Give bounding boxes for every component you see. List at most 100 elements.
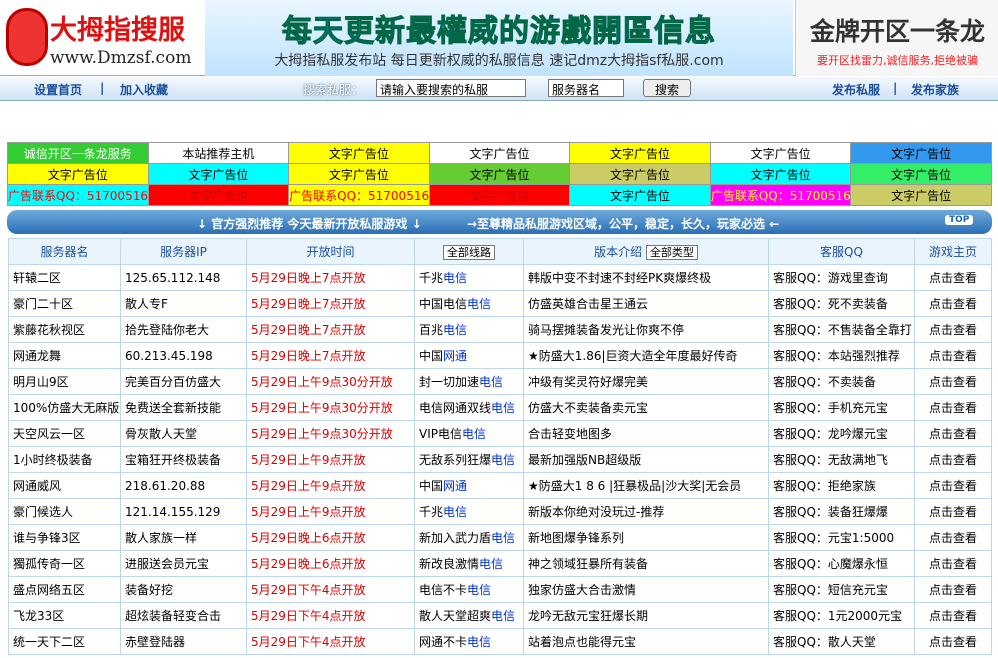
home-link[interactable]: 点击查看 [914,524,992,551]
home-link[interactable]: 点击查看 [914,368,992,395]
logo-icon [6,8,48,66]
ad-cell[interactable]: 文字广告位 [850,142,992,164]
server-line: 散人天堂超爽电信 [414,602,524,629]
open-time: 5月29日下午4点开放 [246,628,415,655]
filter-select[interactable]: 全部线路 [443,244,495,260]
line-text: 无敌系列狂爆 [419,453,492,467]
server-name[interactable]: 明月山9区 [8,368,121,395]
ad-cell[interactable]: 文字广告位 [428,163,571,185]
server-name[interactable]: 飞龙33区 [8,602,121,629]
ad-cell[interactable]: 文字广告位 [569,163,711,185]
ad-grid: 诚信开区一条龙服务 本站推荐主机 文字广告位 文字广告位 文字广告位 文字广告位 文字广告位… [7,142,992,206]
ad-cell[interactable]: 文字广告位 [709,163,852,185]
ad-cell[interactable]: 广告联系QQ：517005168 [288,184,430,206]
ad-cell[interactable]: 文字广告位 [147,184,290,206]
server-name[interactable]: 1小时终极装备 [8,446,121,473]
ad-row: 文字广告位 文字广告位 文字广告位 文字广告位 文字广告位 文字广告位 文字广告位 [7,163,992,185]
contact-qq: 客服QQ：龙吟爆元宝 [768,420,915,447]
filter-select[interactable]: 全部类型 [645,245,698,260]
open-time: 5月29日上午9点开放 [246,446,415,473]
nav-link[interactable]: 发布家族 [911,83,960,97]
home-link[interactable]: 点击查看 [914,472,992,499]
home-link[interactable]: 点击查看 [914,264,992,291]
server-name[interactable]: 轩辕二区 [8,264,121,291]
home-link[interactable]: 点击查看 [914,602,992,629]
server-row: 天空风云一区 骨灰散人天堂 5月29日上午9点30分开放 VIP电信电信 合击轻变地图多… [8,420,992,447]
open-time: 5月29日上午9点开放 [246,472,415,499]
search-button[interactable]: 搜索 [643,79,691,97]
home-link[interactable]: 点击查看 [914,576,992,603]
server-name[interactable]: 网通威风 [8,472,121,499]
ad-cell[interactable]: 文字广告位 [850,184,992,206]
home-link[interactable]: 点击查看 [914,290,992,317]
open-time: 5月29日晚上6点开放 [246,550,415,577]
open-time: 5月29日上午9点30分开放 [246,368,415,395]
server-name[interactable]: 盛点网络五区 [8,576,121,603]
side-ad[interactable]: 金牌开区一条龙 要开区找雷力,诚信服务,拒绝被骗 [795,0,998,76]
server-name[interactable]: 豪门二十区 [8,290,121,317]
ad-cell[interactable]: 文字广告位 [569,184,711,206]
line-net: 网通 [443,349,468,363]
server-name[interactable]: 谁与争锋3区 [8,524,121,551]
ad-cell[interactable]: 文字广告位 [709,142,852,164]
search-select[interactable]: 服务器名 [548,79,624,97]
ad-cell[interactable]: 文字广告位 [428,142,571,164]
server-ip: 宝箱狂开终极装备 [120,446,247,473]
server-row: 豪门候选人 121.14.155.129 5月29日上午9点开放 千兆电信 新版本你绝对… [8,498,992,525]
server-ip: 拾先登陆你老大 [120,316,247,343]
server-line: 中国网通 [414,472,524,499]
server-name[interactable]: 豪门候选人 [8,498,121,525]
server-ip: 超炫装备轻变合击 [120,602,247,629]
server-row: 100%仿盛大无麻版 免费送全套新技能 5月29日上午9点30分开放 电信网通双线电信… [8,394,992,421]
ad-cell[interactable]: 文字广告位 [850,163,992,185]
home-link[interactable]: 点击查看 [914,394,992,421]
line-net: 网通 [443,479,468,493]
line-text: 新加入武力盾 [419,531,492,545]
nav-link[interactable]: 加入收藏 [120,83,169,97]
contact-qq: 客服QQ：死不卖装备 [768,290,915,317]
ad-cell[interactable]: 广告联系QQ：517005168 [7,184,149,206]
nav-bar: 设置首页 | 加入收藏 搜索私服： 请输入要搜索的私服 服务器名 搜索 发布私服… [0,77,998,101]
server-line: 电信不卡电信 [414,576,524,603]
line-net: 电信 [467,583,492,597]
server-name[interactable]: 紫藤花秋视区 [8,316,121,343]
banner-title: 每天更新最權威的游戲開區信息 [282,14,716,50]
nav-link[interactable]: 发布私服 [832,83,881,97]
contact-qq: 客服QQ：不卖装备 [768,368,915,395]
home-link[interactable]: 点击查看 [914,420,992,447]
ad-cell[interactable]: 本站推荐主机 [147,142,290,164]
home-link[interactable]: 点击查看 [914,342,992,369]
server-name[interactable]: 网通龙舞 [8,342,121,369]
version: 新版本你绝对没玩过-推荐 [523,498,769,525]
line-net: 电信 [443,323,468,337]
search-input[interactable]: 请输入要搜索的私服 [376,79,526,97]
open-time: 5月29日上午9点开放 [246,498,415,525]
nav-link[interactable]: 设置首页 [34,83,83,97]
ad-cell[interactable]: 文字广告位 [569,142,711,164]
server-name[interactable]: 100%仿盛大无麻版 [8,394,121,421]
server-name[interactable]: 天空风云一区 [8,420,121,447]
ad-cell[interactable]: 诚信开区一条龙服务 [7,142,149,164]
line-text: 中国 [419,349,444,363]
home-link[interactable]: 点击查看 [914,628,992,655]
column-header: 开放时间 [246,238,415,265]
server-name[interactable]: 统一天下二区 [8,628,121,655]
home-link[interactable]: 点击查看 [914,446,992,473]
ad-cell[interactable]: 文字广告位 [7,163,149,185]
ad-cell[interactable]: 文字广告位 [288,142,430,164]
home-link[interactable]: 点击查看 [914,498,992,525]
logo[interactable]: 大拇指搜服 www.Dmzsf.com [0,0,205,76]
server-ip: 218.61.20.88 [120,472,247,499]
server-name[interactable]: 獨孤传奇一区 [8,550,121,577]
home-link[interactable]: 点击查看 [914,316,992,343]
ad-cell[interactable]: 广告联系QQ：517005168 [709,184,852,206]
side-ad-subtitle: 要开区找雷力,诚信服务,拒绝被骗 [817,54,978,67]
notice-text: →至尊精品私服游戏区域，公平，稳定，长久，玩家必选 ← [467,217,780,231]
ad-cell[interactable]: 文字广告位 [428,184,571,206]
contact-qq: 客服QQ：短信充元宝 [768,576,915,603]
open-time: 5月29日下午4点开放 [246,602,415,629]
ad-cell[interactable]: 文字广告位 [288,163,430,185]
ad-cell[interactable]: 文字广告位 [147,163,290,185]
home-link[interactable]: 点击查看 [914,550,992,577]
top-button[interactable]: TOP [945,215,974,225]
